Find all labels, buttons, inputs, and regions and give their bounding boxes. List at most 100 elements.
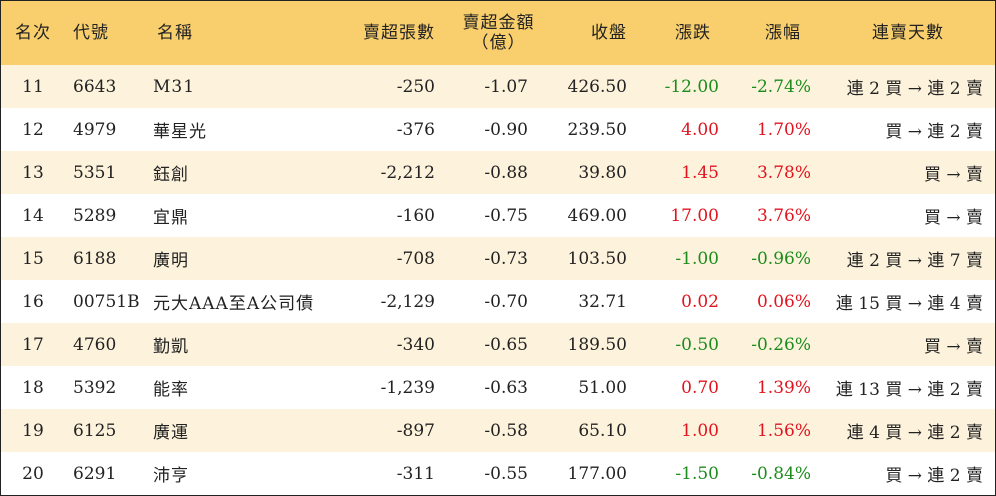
cell-code: 5351 bbox=[73, 162, 117, 183]
header-net-shares: 賣超張數 bbox=[363, 23, 435, 43]
cell-name: 沛亨 bbox=[153, 466, 189, 486]
cell-code: 4979 bbox=[73, 119, 117, 140]
cell-change: 17.00 bbox=[670, 205, 719, 226]
cell-rank: 19 bbox=[22, 420, 44, 441]
cell-net-amount: -0.75 bbox=[484, 205, 528, 226]
header-code: 代號 bbox=[73, 23, 109, 43]
table-row: 18 5392 能率 -1,239 -0.63 51.00 0.70 1.39% 連 13 買 … bbox=[1, 366, 995, 409]
cell-net-shares: -160 bbox=[396, 205, 435, 226]
cell-streak: 連 2 買 → 連 7 賣 bbox=[846, 251, 983, 271]
header-net-amount-line1: 賣超金額 bbox=[462, 13, 535, 33]
cell-rank: 13 bbox=[22, 162, 44, 183]
header-name: 名稱 bbox=[157, 23, 193, 43]
cell-net-shares: -708 bbox=[396, 248, 435, 269]
cell-change-pct: 1.70% bbox=[756, 119, 811, 140]
cell-change-pct: 0.06% bbox=[756, 291, 811, 312]
table-row: 12 4979 華星光 -376 -0.90 239.50 4.00 1.70% 買 → 連 2… bbox=[1, 108, 995, 151]
cell-change: -12.00 bbox=[664, 76, 719, 97]
table-row: 15 6188 廣明 -708 -0.73 103.50 -1.00 -0.96% 連 2 買 … bbox=[1, 237, 995, 280]
cell-rank: 20 bbox=[22, 463, 44, 484]
cell-net-shares: -1,239 bbox=[380, 377, 435, 398]
cell-rank: 18 bbox=[22, 377, 44, 398]
cell-change-pct: 3.76% bbox=[756, 205, 811, 226]
cell-name: 華星光 bbox=[153, 122, 207, 142]
cell-change: 1.00 bbox=[681, 420, 719, 441]
table-header-row: 名次 代號 名稱 賣超張數 賣超金額 （億） 收盤 漲跌 漲幅 連賣天數 bbox=[1, 1, 995, 65]
cell-close: 51.00 bbox=[578, 377, 627, 398]
cell-net-amount: -0.55 bbox=[484, 463, 528, 484]
cell-change-pct: 3.78% bbox=[756, 162, 811, 183]
cell-code: 4760 bbox=[73, 334, 117, 355]
cell-change-pct: -0.96% bbox=[751, 248, 811, 269]
cell-close: 426.50 bbox=[567, 76, 627, 97]
cell-net-shares: -2,129 bbox=[380, 291, 435, 312]
cell-change: 0.70 bbox=[681, 377, 719, 398]
cell-name: 勤凱 bbox=[153, 337, 189, 357]
cell-name: 鈺創 bbox=[153, 165, 189, 185]
table-row: 17 4760 勤凱 -340 -0.65 189.50 -0.50 -0.26% 買 → 賣 bbox=[1, 323, 995, 366]
cell-streak: 連 15 買 → 連 4 賣 bbox=[835, 294, 983, 314]
cell-code: 6125 bbox=[73, 420, 117, 441]
cell-rank: 11 bbox=[22, 76, 44, 97]
cell-change-pct: 1.39% bbox=[756, 377, 811, 398]
cell-name: 元大AAA至A公司債 bbox=[153, 294, 315, 314]
cell-streak: 買 → 連 2 賣 bbox=[885, 466, 983, 486]
cell-name: 宜鼎 bbox=[153, 208, 189, 228]
table-row: 20 6291 沛亨 -311 -0.55 177.00 -1.50 -0.84% 買 → 連 … bbox=[1, 452, 995, 495]
cell-rank: 17 bbox=[22, 334, 44, 355]
cell-rank: 16 bbox=[22, 291, 44, 312]
cell-close: 189.50 bbox=[567, 334, 627, 355]
cell-net-shares: -250 bbox=[396, 76, 435, 97]
cell-net-amount: -0.73 bbox=[484, 248, 528, 269]
header-close: 收盤 bbox=[591, 23, 627, 43]
cell-net-shares: -340 bbox=[396, 334, 435, 355]
header-change: 漲跌 bbox=[675, 23, 711, 43]
cell-net-amount: -0.90 bbox=[484, 119, 528, 140]
cell-close: 32.71 bbox=[578, 291, 627, 312]
cell-change: -0.50 bbox=[675, 334, 719, 355]
cell-net-amount: -0.88 bbox=[484, 162, 528, 183]
table-row: 13 5351 鈺創 -2,212 -0.88 39.80 1.45 3.78% 買 → 賣 bbox=[1, 151, 995, 194]
cell-net-shares: -311 bbox=[396, 463, 435, 484]
header-rank: 名次 bbox=[15, 23, 51, 43]
cell-code: 5289 bbox=[73, 205, 117, 226]
cell-net-shares: -376 bbox=[396, 119, 435, 140]
cell-name: M31 bbox=[153, 76, 196, 97]
cell-change-pct: -0.26% bbox=[751, 334, 811, 355]
cell-change: -1.50 bbox=[675, 463, 719, 484]
cell-rank: 14 bbox=[22, 205, 44, 226]
cell-code: 6291 bbox=[73, 463, 117, 484]
cell-rank: 12 bbox=[22, 119, 44, 140]
cell-close: 39.80 bbox=[578, 162, 627, 183]
cell-streak: 連 4 買 → 連 2 賣 bbox=[846, 423, 983, 443]
cell-name: 廣明 bbox=[153, 251, 189, 271]
header-streak: 連賣天數 bbox=[872, 23, 944, 43]
cell-code: 6643 bbox=[73, 76, 117, 97]
table-row: 19 6125 廣運 -897 -0.58 65.10 1.00 1.56% 連 4 買 → 連… bbox=[1, 409, 995, 452]
cell-close: 103.50 bbox=[567, 248, 627, 269]
header-net-amount-line2: （億） bbox=[471, 33, 526, 53]
cell-rank: 15 bbox=[22, 248, 44, 269]
table-row: 14 5289 宜鼎 -160 -0.75 469.00 17.00 3.76% 買 → 賣 bbox=[1, 194, 995, 237]
cell-change: -1.00 bbox=[675, 248, 719, 269]
cell-streak: 買 → 賣 bbox=[923, 165, 983, 185]
cell-name: 能率 bbox=[153, 380, 189, 400]
cell-change: 1.45 bbox=[681, 162, 719, 183]
cell-change-pct: 1.56% bbox=[756, 420, 811, 441]
cell-code: 5392 bbox=[73, 377, 117, 398]
cell-close: 177.00 bbox=[567, 463, 627, 484]
cell-net-amount: -0.58 bbox=[484, 420, 528, 441]
cell-net-shares: -2,212 bbox=[380, 162, 435, 183]
cell-change-pct: -0.84% bbox=[751, 463, 811, 484]
cell-net-amount: -1.07 bbox=[484, 76, 528, 97]
cell-change: 4.00 bbox=[681, 119, 719, 140]
header-change-pct: 漲幅 bbox=[765, 23, 801, 43]
header-net-amount: 賣超金額 （億） bbox=[451, 1, 546, 65]
cell-streak: 買 → 連 2 賣 bbox=[885, 122, 983, 142]
cell-change-pct: -2.74% bbox=[751, 76, 811, 97]
cell-streak: 連 2 買 → 連 2 賣 bbox=[846, 79, 983, 99]
cell-net-amount: -0.63 bbox=[484, 377, 528, 398]
cell-net-amount: -0.70 bbox=[484, 291, 528, 312]
